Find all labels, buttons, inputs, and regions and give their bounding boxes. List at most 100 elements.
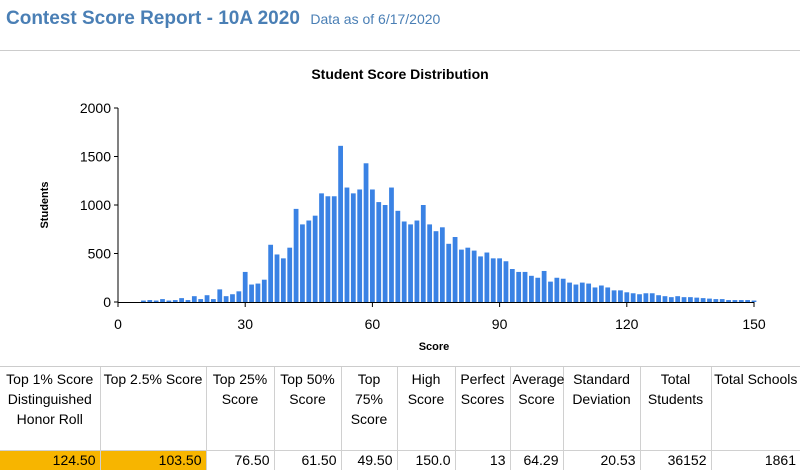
stat-value-average-score: 64.29 (509, 449, 563, 470)
stat-value-high-score: 150.0 (396, 449, 455, 470)
stat-header-average-score: Average Score (509, 367, 564, 450)
report-title: Contest Score Report - 10A 2020 (6, 8, 300, 29)
bar-score-54 (344, 187, 350, 302)
x-tick-label-120: 120 (615, 316, 639, 332)
bar-score-99 (535, 277, 541, 302)
y-tick-label-0: 0 (103, 294, 111, 310)
bar-score-82.5 (465, 247, 471, 302)
bar-score-88.5 (490, 258, 496, 302)
bar-score-126 (649, 293, 655, 302)
stat-value-top1: 124.50 (0, 449, 100, 470)
bar-score-117 (611, 290, 617, 302)
data-as-of-text: Data as of 6/17/2020 (310, 11, 441, 27)
stat-header-total-students: Total Students (639, 367, 711, 450)
bar-score-16.5 (185, 300, 191, 302)
x-tick-label-60: 60 (365, 316, 381, 332)
bar-score-133.5 (681, 297, 687, 302)
stat-header-top50: Top 50% Score (273, 367, 341, 450)
bar-score-10.5 (160, 299, 165, 302)
bar-score-33 (255, 283, 261, 302)
bar-score-138 (700, 298, 706, 302)
bar-score-100.5 (541, 270, 547, 302)
bar-score-48 (319, 193, 324, 302)
bar-score-136.5 (694, 297, 700, 302)
bar-score-52.5 (338, 145, 343, 302)
bar-score-58.5 (363, 163, 369, 302)
bar-score-61.5 (376, 202, 382, 302)
report-header: Contest Score Report - 10A 2020 Data as … (6, 8, 440, 38)
bar-score-13.5 (172, 300, 178, 302)
bar-score-112.5 (592, 287, 598, 302)
stat-value-total-students: 36152 (639, 449, 711, 470)
stat-value-top25: 76.50 (205, 449, 274, 470)
bar-score-139.5 (707, 298, 712, 302)
statistics-table: Top 1% Score Distinguished Honor Roll To… (0, 367, 800, 470)
chart-title: Student Score Distribution (311, 66, 488, 82)
bar-score-76.5 (439, 227, 445, 302)
bar-score-57 (357, 189, 363, 302)
bar-score-141 (713, 299, 719, 302)
bar-score-73.5 (427, 224, 433, 302)
bar-score-120 (624, 292, 630, 302)
bar-score-148.5 (745, 300, 751, 302)
y-tick-label-1500: 1500 (80, 149, 111, 165)
bar-score-94.5 (516, 271, 522, 302)
bar-score-90 (497, 258, 502, 302)
bar-score-91.5 (503, 261, 509, 302)
bar-score-130.5 (668, 297, 674, 302)
bar-score-51 (331, 196, 337, 302)
stat-header-perfect-scores: Perfect Scores (454, 367, 510, 450)
bar-score-40.5 (287, 247, 293, 302)
statistics-header-row: Top 1% Score Distinguished Honor Roll To… (0, 367, 800, 450)
bar-score-103.5 (554, 277, 560, 302)
bar-score-60 (370, 189, 375, 302)
bar-score-118.5 (618, 290, 623, 302)
stat-value-total-schools: 1861 (710, 449, 800, 470)
bar-score-108 (573, 284, 579, 302)
stat-value-top50: 61.50 (273, 449, 341, 470)
y-axis-label: Students (39, 181, 51, 228)
bar-score-21 (204, 295, 210, 302)
x-axis-label: Score (419, 341, 450, 353)
bar-score-96 (522, 271, 528, 302)
bar-score-7.5 (147, 300, 153, 302)
bar-score-72 (420, 205, 426, 302)
bar-score-46.5 (312, 215, 318, 302)
bar-score-81 (459, 249, 464, 302)
bars-group (141, 145, 757, 302)
bar-score-106.5 (567, 282, 572, 302)
stat-value-standard-deviation: 20.53 (562, 449, 640, 470)
bar-score-144 (726, 300, 731, 302)
bar-score-30 (242, 271, 248, 302)
bar-score-93 (509, 269, 515, 302)
x-tick-label-30: 30 (237, 316, 253, 332)
x-tick-label-0: 0 (114, 316, 122, 332)
bar-score-142.5 (719, 299, 725, 302)
bar-score-84 (471, 250, 477, 302)
bar-score-97.5 (529, 275, 534, 302)
stat-header-top2-5: Top 2.5% Score (99, 367, 206, 450)
stat-header-total-schools: Total Schools (710, 367, 800, 450)
stat-header-top25: Top 25% Score (205, 367, 274, 450)
bar-score-9 (153, 300, 159, 302)
bar-score-129 (662, 296, 668, 302)
stat-value-top75: 49.50 (340, 449, 397, 470)
bar-score-105 (560, 278, 566, 302)
y-tick-label-500: 500 (88, 246, 112, 262)
bar-score-39 (280, 258, 286, 302)
bar-score-115.5 (605, 287, 611, 302)
bar-score-70.5 (414, 220, 420, 302)
bar-score-42 (293, 208, 299, 302)
bar-score-6 (141, 300, 146, 302)
axes-group: 0 500 1000 1500 2000 0 30 60 90 120 150 (80, 100, 766, 332)
bar-score-114 (598, 285, 604, 302)
chart-frame (0, 50, 800, 367)
bar-score-24 (217, 289, 223, 302)
stat-header-top1: Top 1% Score Distinguished Honor Roll (6, 371, 94, 427)
bar-score-127.5 (656, 295, 661, 302)
statistics-value-row: 124.50 103.50 76.50 61.50 49.50 150.0 13… (0, 449, 800, 470)
bar-score-150 (751, 300, 757, 302)
stat-header-high-score: High Score (396, 367, 455, 450)
bar-score-34.5 (261, 279, 267, 302)
bar-score-85.5 (478, 256, 483, 302)
